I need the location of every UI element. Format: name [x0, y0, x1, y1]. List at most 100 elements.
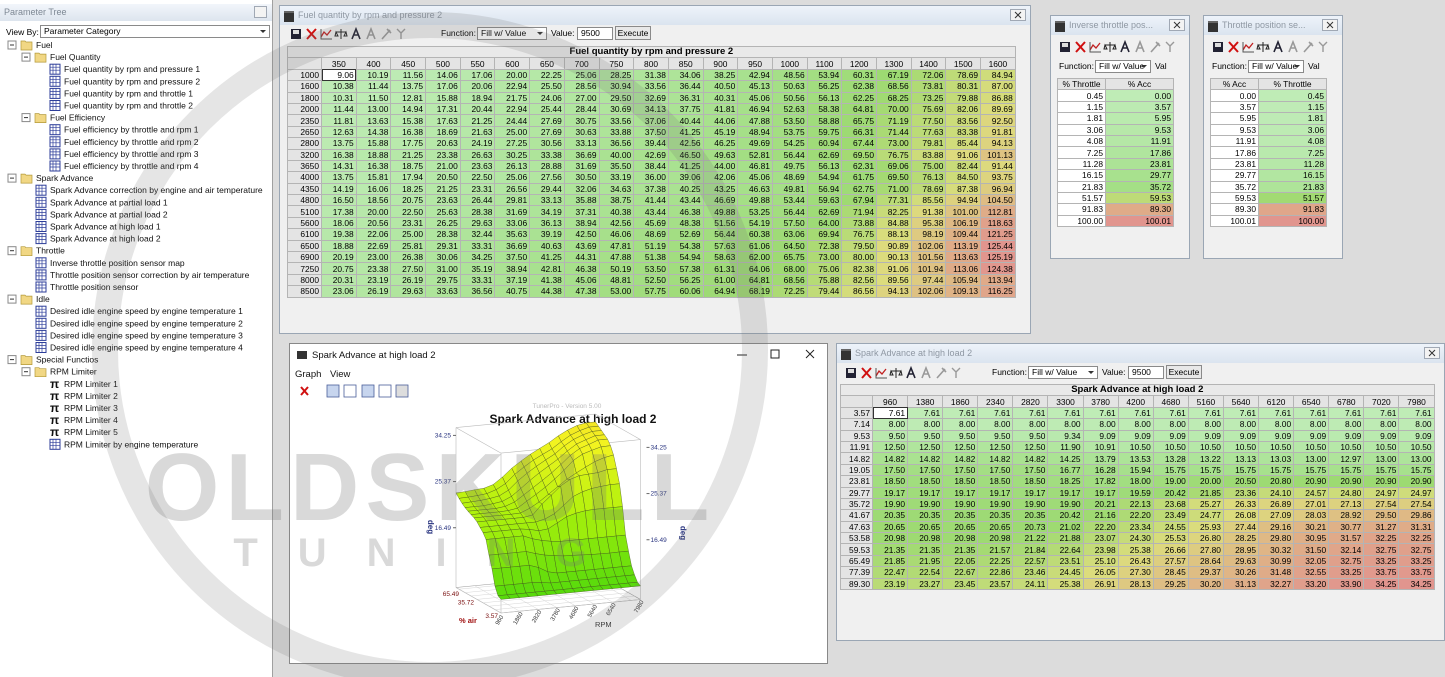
table-cell[interactable]: 7.61	[977, 406, 1014, 420]
table-cell[interactable]: 101.13	[980, 148, 1016, 161]
view-by-select[interactable]: Parameter Category	[40, 25, 270, 38]
table-cell[interactable]: 53.75	[771, 125, 808, 139]
table-cell[interactable]: 12.50	[1012, 440, 1049, 454]
table-cell[interactable]: 27.13	[1328, 497, 1365, 511]
table-cell[interactable]: 48.81	[598, 273, 635, 287]
table-cell[interactable]: 31.27	[1363, 520, 1400, 534]
table-cell[interactable]: 43.44	[667, 194, 704, 207]
table-cell[interactable]: 62.69	[806, 148, 843, 161]
table-cell[interactable]: 29.63	[1222, 554, 1260, 568]
table-cell[interactable]: 90.13	[876, 251, 912, 264]
table-cell[interactable]: 44.06	[702, 114, 739, 127]
table-cell[interactable]: 8.00	[871, 418, 909, 431]
table-cell[interactable]: 88.13	[876, 228, 912, 241]
table-cell[interactable]: 7.61	[942, 406, 979, 420]
table-cell[interactable]: 77.50	[910, 114, 947, 127]
table-cell[interactable]: 13.00	[1398, 452, 1435, 465]
table-cell[interactable]: 14.19	[321, 182, 357, 196]
table-cell[interactable]: 24.30	[1117, 532, 1154, 545]
graph-tool[interactable]	[395, 384, 409, 398]
toolbar-icon[interactable]	[1135, 40, 1145, 53]
table-cell[interactable]: 70.00	[876, 102, 912, 116]
table-cell[interactable]: 23.63	[459, 159, 496, 173]
table-cell[interactable]: 23.81	[1105, 157, 1174, 171]
table-cell[interactable]: 76.13	[910, 171, 947, 184]
table-cell[interactable]: 22.94	[494, 80, 531, 93]
table-cell[interactable]: 19.90	[907, 497, 944, 511]
table-cell[interactable]: 59.63	[806, 194, 843, 207]
table-cell[interactable]: 41.44	[633, 194, 669, 207]
table-cell[interactable]: 19.17	[1047, 486, 1084, 499]
table-cell[interactable]: 79.81	[910, 137, 947, 150]
table-cell[interactable]: 42.56	[667, 137, 704, 150]
table-cell[interactable]: 32.25	[1363, 532, 1400, 545]
table-cell[interactable]: 25.38	[1117, 543, 1154, 556]
table-cell[interactable]: 18.69	[425, 125, 461, 139]
table-cell[interactable]: 31.69	[494, 205, 531, 218]
table-cell[interactable]: 50.56	[771, 91, 808, 104]
table-cell[interactable]: 68.25	[876, 91, 912, 104]
table-cell[interactable]: 42.56	[598, 216, 635, 230]
table-cell[interactable]: 49.75	[771, 159, 808, 173]
table-cell[interactable]: 9.09	[1258, 429, 1295, 442]
toolbar-icon[interactable]	[861, 367, 872, 379]
table-cell[interactable]: 27.00	[563, 91, 600, 104]
table-cell[interactable]: 20.35	[871, 509, 909, 522]
table-cell[interactable]: 28.92	[1328, 509, 1365, 522]
table-cell[interactable]: 36.56	[598, 137, 635, 150]
table-cell[interactable]: 26.08	[1222, 509, 1260, 522]
table-cell[interactable]: 15.75	[1258, 463, 1295, 477]
table-cell[interactable]: 20.75	[390, 194, 427, 207]
table-cell[interactable]: 37.50	[633, 125, 669, 139]
table-cell[interactable]: 72.06	[910, 68, 947, 82]
table-cell[interactable]: 11.56	[390, 68, 427, 82]
table-cell[interactable]: 82.44	[945, 159, 982, 173]
table-cell[interactable]: 94.13	[980, 137, 1016, 150]
tree-item[interactable]: Fuel Quantity	[21, 52, 101, 63]
table-cell[interactable]: 22.50	[390, 205, 427, 218]
table-cell[interactable]: 11.50	[355, 91, 392, 104]
close-button[interactable]	[1169, 19, 1185, 31]
table-cell[interactable]: 18.25	[1047, 475, 1084, 488]
table-cell[interactable]: 18.06	[321, 216, 357, 230]
table-cell[interactable]: 37.75	[667, 102, 704, 116]
table-cell[interactable]: 93.75	[980, 171, 1016, 184]
table-cell[interactable]: 69.50	[876, 171, 912, 184]
table-cell[interactable]: 42.50	[563, 228, 600, 241]
table-cell[interactable]: 33.31	[459, 273, 496, 287]
table-cell[interactable]: 20.90	[1398, 475, 1435, 488]
table-cell[interactable]: 27.57	[1152, 554, 1189, 568]
table-cell[interactable]: 23.38	[355, 262, 392, 275]
table-cell[interactable]: 22.67	[942, 566, 979, 579]
table-cell[interactable]: 29.81	[494, 194, 531, 207]
table-cell[interactable]: 17.94	[390, 171, 427, 184]
graph-tool[interactable]	[378, 384, 392, 398]
table-cell[interactable]: 33.06	[494, 216, 531, 230]
table-cell[interactable]: 57.63	[702, 239, 739, 253]
table-cell[interactable]: 91.44	[980, 159, 1016, 173]
table-cell[interactable]: 29.63	[459, 216, 496, 230]
table-cell[interactable]: 17.50	[977, 463, 1014, 477]
table-cell[interactable]: 30.06	[425, 251, 461, 264]
table-cell[interactable]: 30.26	[1222, 566, 1260, 579]
tree-item[interactable]: π RPM Limiter 2	[50, 389, 118, 403]
tree-item[interactable]: Fuel efficiency by throttle and rpm 3	[49, 148, 199, 160]
table-cell[interactable]: 9.53	[1105, 123, 1174, 136]
table-cell[interactable]: 17.50	[907, 463, 944, 477]
toolbar-icon[interactable]	[334, 29, 348, 39]
table-cell[interactable]: 53.00	[598, 285, 635, 298]
table-cell[interactable]: 60.94	[806, 137, 843, 150]
table-cell[interactable]: 24.06	[529, 91, 565, 104]
table-cell[interactable]: 77.63	[910, 125, 947, 139]
table-cell[interactable]: 113.94	[980, 273, 1016, 287]
table-cell[interactable]: 56.13	[806, 91, 843, 104]
table-cell[interactable]: 9.09	[1328, 429, 1365, 442]
table-cell[interactable]: 8.00	[1258, 418, 1295, 431]
tree-item[interactable]: Fuel efficiency by throttle and rpm 2	[49, 136, 199, 148]
table-cell[interactable]: 64.50	[771, 239, 808, 253]
table-cell[interactable]: 31.69	[563, 159, 600, 173]
table-cell[interactable]: 69.94	[806, 228, 843, 241]
table-cell[interactable]: 56.44	[771, 148, 808, 161]
table-cell[interactable]: 23.19	[355, 273, 392, 287]
table-cell[interactable]: 65.75	[771, 251, 808, 264]
